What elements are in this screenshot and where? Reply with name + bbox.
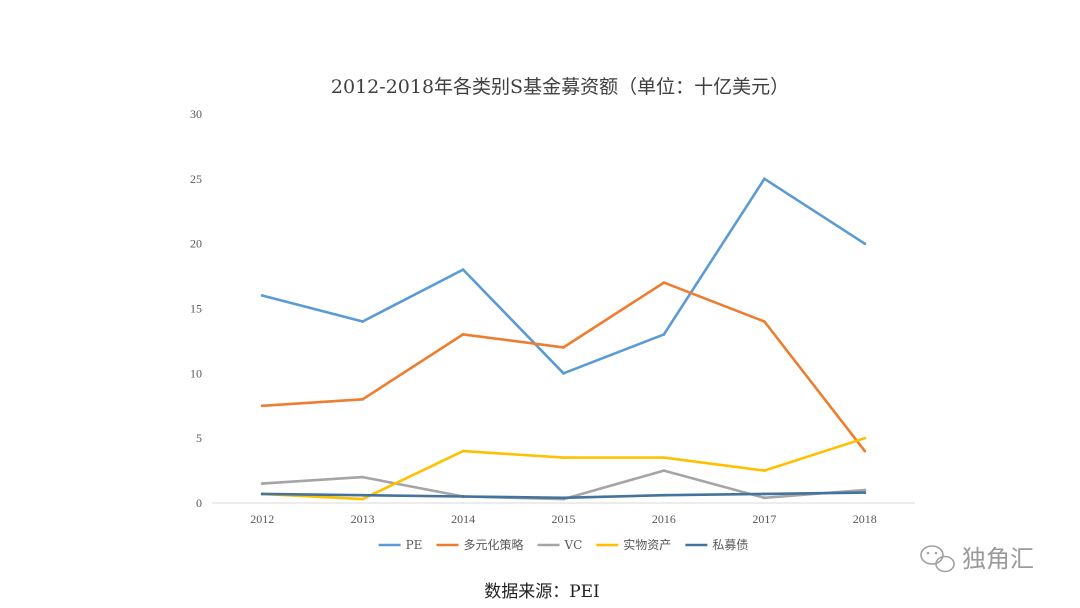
- data-point: [662, 333, 666, 336]
- data-point: [662, 456, 666, 460]
- x-tick-label: 2016: [652, 512, 676, 526]
- data-point: [260, 294, 264, 297]
- data-point: [762, 469, 766, 472]
- data-point: [662, 469, 666, 472]
- chart-title: 2012-2018年各类别S基金募资额（单位：十亿美元）: [331, 76, 789, 98]
- data-point: [762, 496, 766, 500]
- data-point: [361, 397, 365, 401]
- legend-label: 实物资产: [623, 537, 671, 552]
- series-line-0: [260, 177, 867, 375]
- legend-label: VC: [564, 538, 583, 552]
- data-point: [461, 268, 465, 271]
- data-point: [260, 404, 264, 408]
- x-tick-label: 2012: [250, 512, 274, 526]
- x-tick-label: 2017: [752, 512, 776, 526]
- data-point: [461, 449, 465, 453]
- x-tick-label: 2018: [853, 512, 877, 526]
- legend-item-4: 私募债: [685, 538, 748, 552]
- watermark: 独角汇: [920, 545, 1034, 573]
- data-point: [461, 495, 465, 498]
- data-point: [562, 456, 565, 460]
- x-tick-label: 2014: [451, 512, 475, 526]
- legend-label: 私募债: [712, 538, 748, 552]
- data-point: [762, 492, 766, 496]
- data-point: [863, 242, 867, 246]
- data-point: [361, 497, 365, 501]
- series-line-1: [260, 281, 867, 453]
- data-point: [260, 492, 264, 496]
- y-tick-label: 10: [190, 366, 202, 380]
- legend-item-2: VC: [537, 538, 583, 552]
- data-point: [863, 491, 867, 495]
- x-tick-label: 2015: [552, 512, 576, 526]
- data-point: [361, 493, 365, 497]
- data-point: [260, 482, 264, 485]
- data-point: [863, 436, 867, 440]
- y-tick-label: 25: [190, 172, 202, 186]
- source-note: 数据来源：PEI: [484, 582, 600, 602]
- data-point: [562, 346, 565, 349]
- data-point: [762, 320, 766, 323]
- watermark-text: 独角汇: [962, 545, 1034, 573]
- data-point: [361, 320, 365, 323]
- y-tick-label: 20: [190, 237, 202, 251]
- y-tick-label: 0: [196, 496, 202, 510]
- wechat-icon: [920, 545, 955, 573]
- legend-label: PE: [406, 538, 423, 552]
- legend-item-0: PE: [378, 538, 423, 552]
- data-point: [562, 496, 565, 500]
- series-line-3: [260, 436, 867, 501]
- data-point: [562, 371, 565, 375]
- y-tick-label: 30: [190, 107, 202, 121]
- legend-item-1: 多元化策略: [436, 537, 524, 552]
- data-point: [361, 475, 365, 479]
- data-point: [662, 281, 666, 284]
- legend-label: 多元化策略: [464, 537, 524, 552]
- x-tick-label: 2013: [351, 512, 375, 526]
- y-tick-label: 5: [196, 431, 202, 445]
- y-tick-label: 15: [190, 302, 202, 316]
- data-point: [863, 488, 867, 492]
- legend-item-3: 实物资产: [596, 537, 671, 552]
- data-point: [863, 449, 867, 453]
- data-point: [461, 333, 465, 336]
- data-point: [662, 493, 666, 497]
- data-point: [762, 177, 766, 181]
